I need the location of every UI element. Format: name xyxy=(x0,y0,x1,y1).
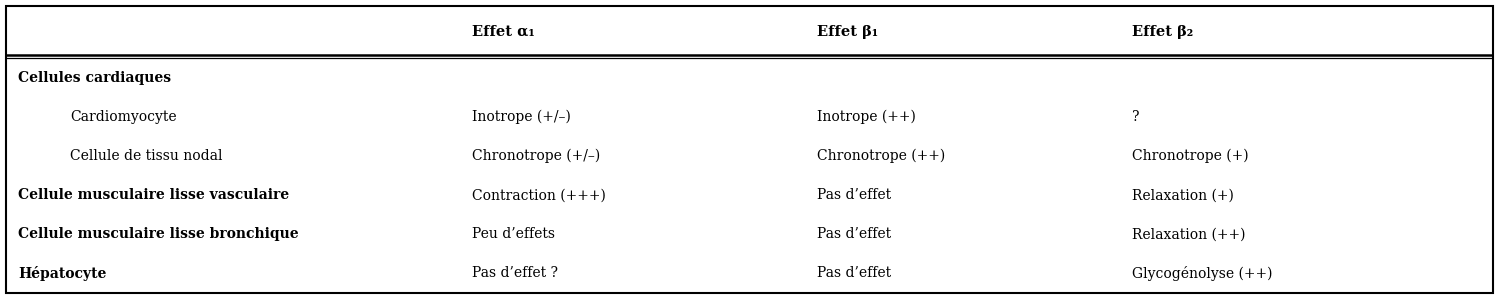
Text: ?: ? xyxy=(1132,110,1139,124)
Text: Effet β₂: Effet β₂ xyxy=(1132,25,1193,39)
Text: Pas d’effet ?: Pas d’effet ? xyxy=(472,266,558,280)
Text: Chronotrope (+): Chronotrope (+) xyxy=(1132,149,1249,163)
Text: Relaxation (+): Relaxation (+) xyxy=(1132,188,1234,202)
Text: Pas d’effet: Pas d’effet xyxy=(817,227,890,241)
Text: Pas d’effet: Pas d’effet xyxy=(817,266,890,280)
Text: Cellule de tissu nodal: Cellule de tissu nodal xyxy=(70,149,223,163)
Text: Chronotrope (++): Chronotrope (++) xyxy=(817,149,946,163)
Text: Chronotrope (+/–): Chronotrope (+/–) xyxy=(472,149,601,163)
Text: Cellule musculaire lisse bronchique: Cellule musculaire lisse bronchique xyxy=(18,227,298,241)
Text: Effet β₁: Effet β₁ xyxy=(817,25,878,39)
Text: Glycogénolyse (++): Glycogénolyse (++) xyxy=(1132,266,1273,281)
Text: Contraction (+++): Contraction (+++) xyxy=(472,188,606,202)
Text: Pas d’effet: Pas d’effet xyxy=(817,188,890,202)
Text: Inotrope (+/–): Inotrope (+/–) xyxy=(472,110,571,124)
Text: Hépatocyte: Hépatocyte xyxy=(18,266,106,281)
Text: Effet α₁: Effet α₁ xyxy=(472,25,535,39)
Text: Relaxation (++): Relaxation (++) xyxy=(1132,227,1246,241)
Text: Cellule musculaire lisse vasculaire: Cellule musculaire lisse vasculaire xyxy=(18,188,289,202)
Text: Cellules cardiaques: Cellules cardiaques xyxy=(18,71,171,85)
Text: Peu d’effets: Peu d’effets xyxy=(472,227,555,241)
Text: Cardiomyocyte: Cardiomyocyte xyxy=(70,110,177,124)
Text: Inotrope (++): Inotrope (++) xyxy=(817,110,916,124)
